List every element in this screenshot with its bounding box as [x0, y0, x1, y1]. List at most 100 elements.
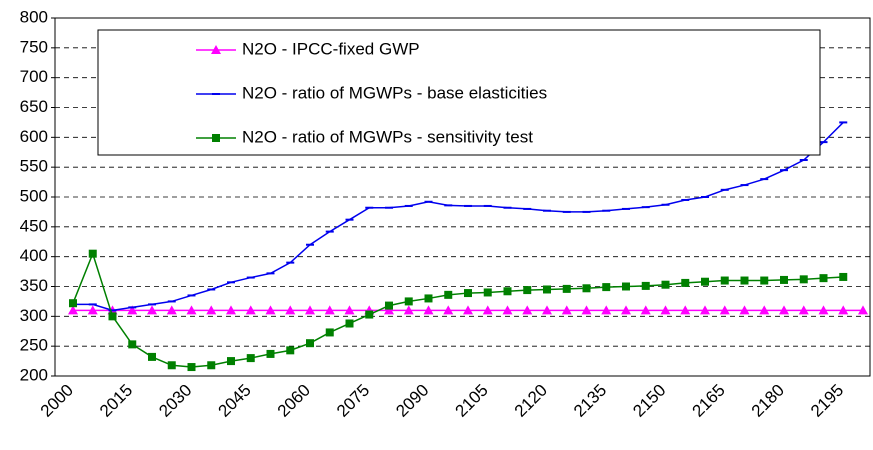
marker [212, 93, 220, 95]
marker [187, 294, 196, 297]
marker [798, 305, 809, 315]
marker [305, 305, 315, 315]
x-tick-label: 2075 [333, 381, 373, 421]
marker [602, 209, 611, 212]
marker [681, 198, 690, 201]
marker [207, 361, 216, 370]
legend-label: N2O - IPCC-fixed GWP [242, 39, 420, 58]
x-tick-label: 2135 [570, 381, 610, 421]
marker [839, 121, 848, 124]
marker [523, 207, 532, 210]
marker [212, 134, 220, 142]
marker [186, 305, 197, 315]
y-tick-label: 550 [20, 157, 48, 176]
marker [324, 305, 335, 315]
y-tick-label: 450 [20, 216, 48, 235]
marker [365, 310, 374, 319]
marker [423, 305, 434, 315]
marker [207, 288, 216, 291]
y-tick-label: 250 [20, 336, 48, 355]
marker [227, 281, 235, 284]
marker [482, 305, 493, 315]
y-tick-label: 700 [20, 67, 48, 86]
marker [523, 286, 532, 295]
marker [306, 339, 314, 348]
marker [681, 278, 690, 287]
marker [543, 285, 551, 294]
legend-label: N2O - ratio of MGWPs - sensitivity test [242, 127, 533, 146]
marker [403, 305, 414, 315]
marker [424, 200, 433, 203]
marker [345, 319, 354, 328]
marker [286, 346, 295, 355]
marker [858, 305, 868, 315]
marker [661, 203, 670, 206]
marker [245, 305, 256, 315]
marker [88, 303, 97, 306]
marker [582, 210, 591, 213]
marker [720, 276, 729, 285]
marker [88, 249, 97, 258]
marker [621, 305, 631, 315]
marker [759, 305, 770, 315]
marker [385, 206, 393, 209]
marker [818, 305, 829, 315]
marker [760, 276, 769, 285]
marker [286, 261, 295, 264]
y-tick-label: 600 [20, 127, 48, 146]
marker [187, 363, 196, 372]
marker [68, 305, 78, 315]
marker [69, 299, 77, 308]
series [69, 121, 848, 312]
marker [660, 305, 671, 315]
marker [799, 159, 808, 162]
marker [384, 305, 394, 315]
marker [543, 209, 551, 212]
marker [128, 306, 137, 309]
marker [127, 305, 138, 315]
marker [424, 294, 433, 303]
marker [503, 287, 512, 296]
marker [720, 188, 729, 191]
legend-label: N2O - ratio of MGWPs - base elasticities [242, 83, 547, 102]
marker [622, 282, 630, 291]
x-tick-label: 2195 [807, 381, 847, 421]
x-tick-label: 2165 [689, 381, 729, 421]
marker [128, 340, 137, 349]
marker [483, 288, 492, 297]
marker [404, 297, 413, 306]
marker [211, 45, 221, 54]
x-tick-label: 2060 [274, 381, 314, 421]
y-tick-label: 350 [20, 276, 48, 295]
marker [780, 169, 788, 172]
marker [701, 277, 709, 286]
marker [641, 206, 650, 209]
marker [622, 207, 630, 210]
x-tick-label: 2105 [452, 381, 492, 421]
y-tick-label: 750 [20, 37, 48, 56]
marker [148, 352, 156, 361]
x-tick-label: 2000 [37, 381, 77, 421]
marker [601, 305, 612, 315]
marker [463, 305, 473, 315]
marker [265, 305, 276, 315]
series [68, 305, 868, 315]
marker [246, 354, 255, 363]
marker [719, 305, 730, 315]
marker [404, 204, 413, 207]
marker [443, 305, 454, 315]
x-tick-label: 2180 [748, 381, 788, 421]
series-line [73, 121, 844, 312]
marker [148, 303, 156, 306]
y-tick-label: 650 [20, 97, 48, 116]
x-tick-label: 2030 [155, 381, 195, 421]
marker [444, 290, 453, 299]
series-line [72, 251, 844, 368]
marker [739, 305, 750, 315]
marker [444, 204, 453, 207]
marker [561, 305, 572, 315]
marker [582, 284, 591, 293]
marker [226, 305, 236, 315]
marker [562, 210, 571, 213]
marker [740, 276, 749, 285]
